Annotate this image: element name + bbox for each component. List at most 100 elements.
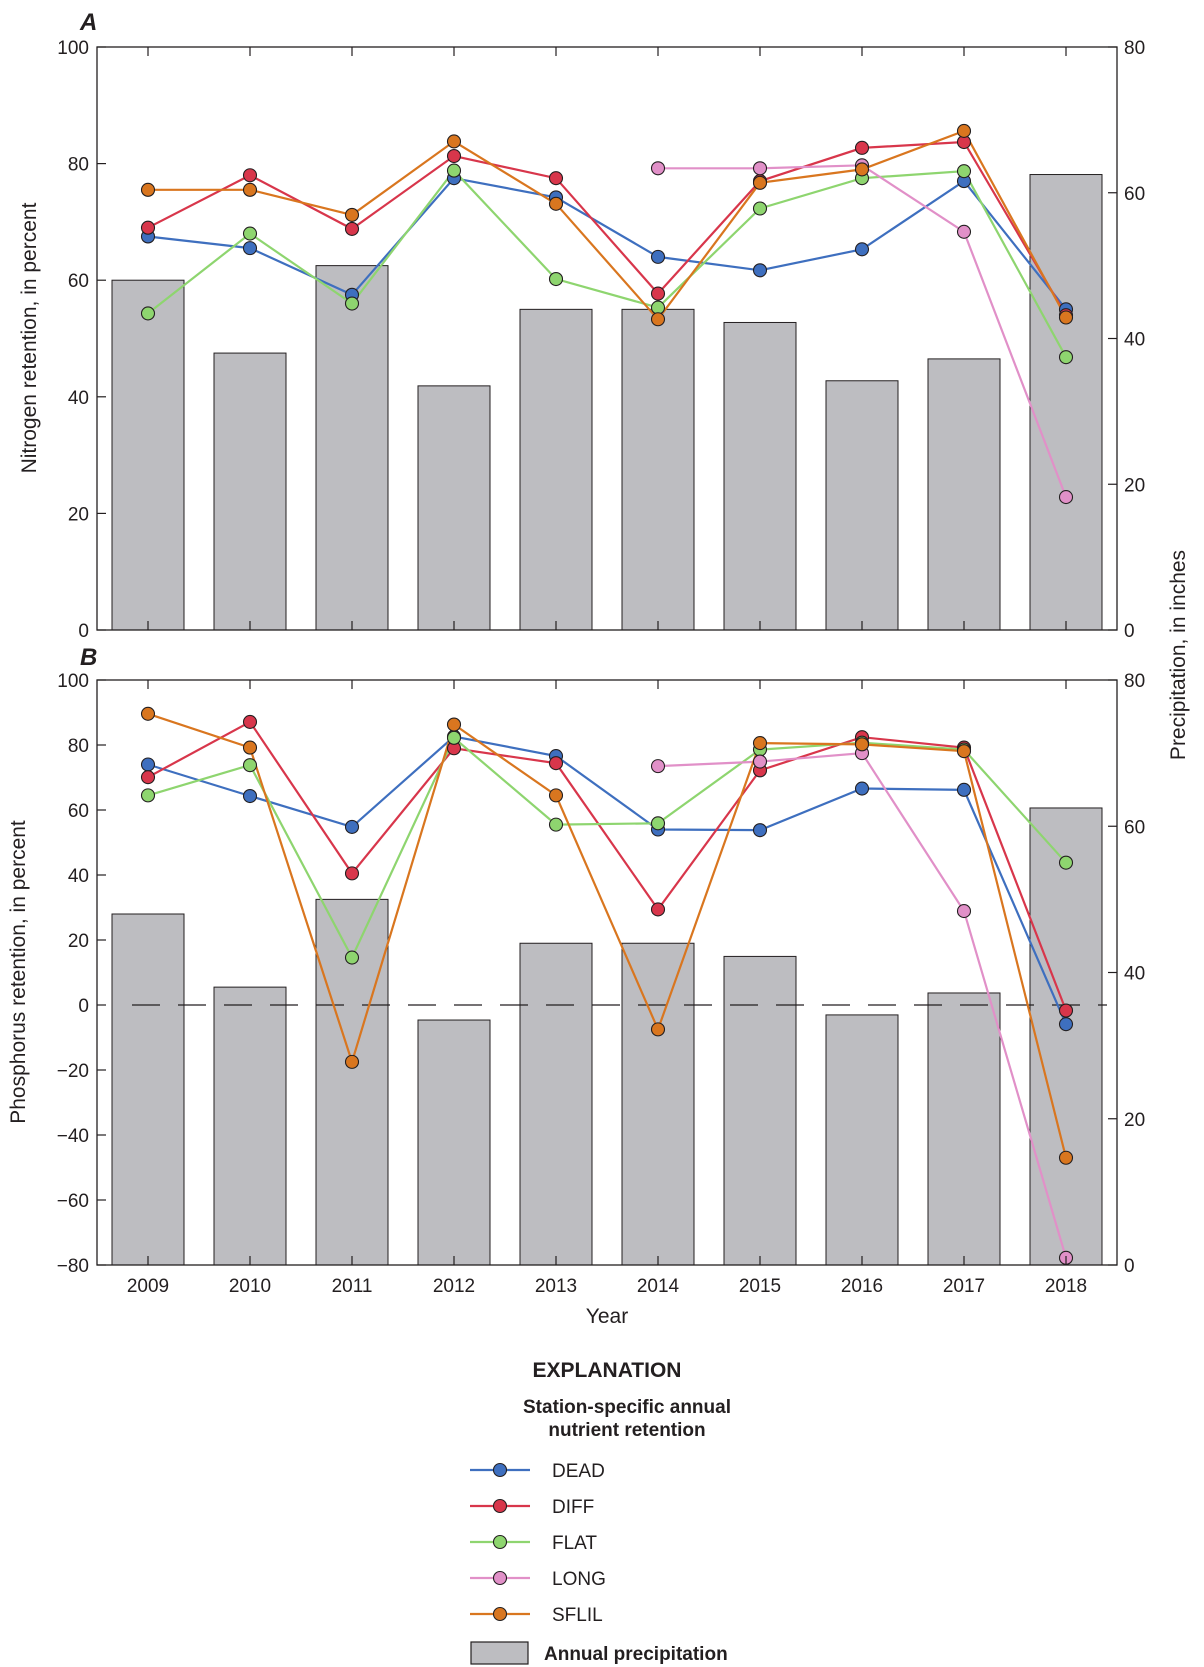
panel-b-right-tick-label: 80 (1124, 671, 1145, 692)
panel-b-right-tick-label: 20 (1124, 1110, 1145, 1131)
legend-marker-long (492, 1570, 508, 1586)
panel-b-series-points (140, 706, 1074, 1265)
panel-a-point-diff-2009 (140, 220, 156, 235)
panel-b-point-diff-2013 (548, 756, 564, 771)
panel-a-point-flat-2009 (140, 306, 156, 321)
panel-a-precip-bar-2014 (621, 308, 695, 631)
legend-label-long: LONG (552, 1569, 606, 1590)
panel-a-point-flat-2011 (344, 296, 360, 311)
panel-b-point-flat-2012 (446, 730, 462, 745)
panel-a-precip-bar-2016 (825, 380, 899, 631)
panel-a-point-sflil-2013 (548, 196, 564, 211)
panel-a-point-sflil-2012 (446, 134, 462, 149)
panel-b-left-tick-label: −20 (57, 1061, 89, 1082)
legend-label-flat: FLAT (552, 1533, 597, 1554)
legend-title: EXPLANATION (533, 1359, 682, 1382)
panel-a-precip-bar-2011 (315, 265, 389, 631)
panel-b-point-diff-2014 (650, 902, 666, 917)
panel-a-point-long-2014 (650, 161, 666, 176)
panel-b-right-tick-label: 0 (1124, 1256, 1135, 1277)
panel-b-point-long-2014 (650, 759, 666, 774)
precipitation-axis-label: Precipitation, in inches (1167, 550, 1190, 760)
x-tick-label-2016: 2016 (841, 1276, 883, 1297)
panel-a-point-flat-2012 (446, 163, 462, 178)
panel-b-left-tick-label: −80 (57, 1256, 89, 1277)
x-tick-label-2009: 2009 (127, 1276, 169, 1297)
panel-a-point-sflil-2011 (344, 207, 360, 222)
panel-a-point-dead-2015 (752, 263, 768, 278)
panel-a-line-flat (147, 168, 1067, 358)
panel-a-point-flat-2010 (242, 226, 258, 241)
panel-a-point-long-2015 (752, 161, 768, 176)
panel-b-left-tick-label: −40 (57, 1126, 89, 1147)
panel-a-right-tick-label: 20 (1124, 475, 1145, 496)
panel-b-axes: −80 −60 −40 −20 0 20 40 60 80 100 0 20 40 60 80 2009 201… (57, 671, 1145, 1297)
panel-b-point-sflil-2009 (140, 706, 156, 721)
panel-b-left-tick-label: 0 (78, 996, 89, 1017)
panel-a-precip-bar-2013 (519, 308, 593, 631)
panel-b-left-tick-label: 80 (68, 736, 89, 757)
panel-a-series-lines (147, 129, 1068, 498)
panel-a-point-long-2018 (1058, 490, 1074, 505)
panel-a-point-sflil-2009 (140, 182, 156, 197)
panel-a-point-sflil-2018 (1058, 310, 1074, 325)
panel-a-precip-bar-2017 (927, 358, 1001, 631)
legend-series-entries: DEAD DIFF FLAT LONG SFLIL (470, 1461, 606, 1626)
panel-a-left-tick-label: 60 (68, 271, 89, 292)
panel-a-point-flat-2015 (752, 201, 768, 216)
panel-b-point-long-2015 (752, 754, 768, 769)
x-tick-label-2010: 2010 (229, 1276, 271, 1297)
panel-a-line-diff (147, 140, 1067, 316)
panel-b-precip-bar-2010 (213, 986, 287, 1266)
panel-a-point-dead-2010 (242, 241, 258, 256)
legend-marker-sflil (492, 1606, 508, 1622)
panel-a-point-diff-2010 (242, 168, 258, 183)
x-tick-label-2018: 2018 (1045, 1276, 1087, 1297)
panel-b: B −80 −60 −40 −20 0 20 40 60 80 100 0 20 40 60 80 2009 2… (7, 644, 1145, 1328)
panel-b-point-flat-2014 (650, 816, 666, 831)
panel-b-precipitation-bars (111, 807, 1103, 1266)
panel-a-precip-bar-2015 (723, 321, 797, 631)
panel-a-point-flat-2018 (1058, 350, 1074, 365)
panel-b-point-sflil-2014 (650, 1022, 666, 1037)
panel-b-precip-bar-2012 (417, 1019, 491, 1266)
panel-b-line-flat (147, 736, 1067, 960)
panel-a-point-diff-2014 (650, 286, 666, 301)
legend-subtitle-line2: nutrient retention (548, 1420, 705, 1441)
panel-b-point-flat-2013 (548, 817, 564, 832)
panel-b-point-sflil-2011 (344, 1054, 360, 1069)
panel-a-left-tick-label: 40 (68, 388, 89, 409)
x-tick-label-2013: 2013 (535, 1276, 577, 1297)
panel-a-left-tick-label: 0 (78, 621, 89, 642)
panel-b-precip-bar-2014 (621, 942, 695, 1266)
panel-b-point-sflil-2018 (1058, 1150, 1074, 1165)
panel-a-point-diff-2011 (344, 221, 360, 236)
panel-a-left-tick-label: 100 (57, 38, 89, 59)
panel-a-point-sflil-2017 (956, 123, 972, 139)
legend-marker-diff (492, 1498, 508, 1514)
panel-a-y-axis-label: Nitrogen retention, in percent (18, 202, 41, 473)
legend-label-diff: DIFF (552, 1497, 594, 1518)
panel-a-right-tick-label: 80 (1124, 38, 1145, 59)
panel-b-line-diff (147, 720, 1068, 1011)
x-tick-label-2012: 2012 (433, 1276, 475, 1297)
panel-a-right-tick-label: 40 (1124, 330, 1145, 351)
panel-b-right-tick-label: 60 (1124, 817, 1145, 838)
legend-bar-swatch (470, 1641, 529, 1665)
panel-b-point-sflil-2012 (446, 717, 462, 732)
panel-b-point-long-2017 (956, 904, 972, 919)
panel-b-point-dead-2016 (854, 781, 870, 796)
legend-marker-flat (492, 1534, 508, 1550)
panel-b-point-flat-2011 (344, 950, 360, 965)
x-axis-label: Year (586, 1305, 628, 1328)
panel-b-point-diff-2009 (140, 770, 156, 785)
panel-b-line-sflil (147, 712, 1068, 1159)
panel-b-precip-bar-2018 (1029, 807, 1103, 1266)
legend-bar-label: Annual precipitation (544, 1644, 728, 1665)
panel-a-point-diff-2016 (854, 140, 870, 155)
panel-a: A 0 20 40 60 80 100 0 20 40 60 80 Nitrogen retenti… (18, 9, 1145, 642)
panel-a-point-sflil-2010 (242, 182, 258, 197)
panel-b-precip-bar-2016 (825, 1014, 899, 1266)
panel-b-line-dead (147, 735, 1068, 1025)
